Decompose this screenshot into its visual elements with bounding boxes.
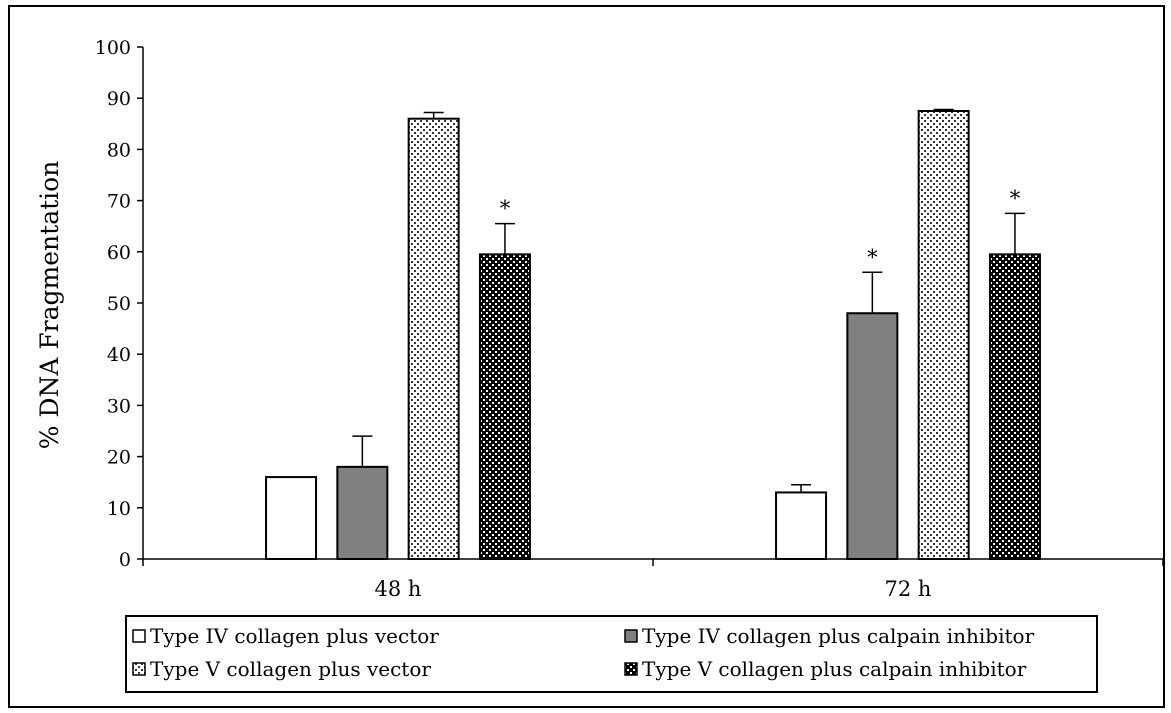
legend-swatch [624,629,638,643]
legend-label: Type IV collagen plus vector [150,624,439,648]
legend-box [125,615,1098,693]
y-tick-label: 0 [119,549,131,571]
bar [775,491,828,560]
bar [846,312,899,560]
bar [336,465,389,560]
y-axis-title: % DNA Fragmentation [35,161,64,450]
chart-frame [8,5,1165,708]
bar [478,253,531,561]
bar [917,110,970,560]
bar [265,476,318,560]
bar [407,117,460,561]
y-tick-label: 30 [107,395,131,417]
x-category-label: 48 h [375,577,422,601]
bars: * * * [265,108,1041,561]
y-tick-label: 90 [107,88,131,110]
y-tick-label: 40 [107,344,131,366]
y-tick-label: 10 [107,498,131,520]
legend-label: Type V collagen plus calpain inhibitor [642,657,1027,681]
legend: Type IV collagen plus vector Type IV coll… [125,615,1098,693]
legend-label: Type IV collagen plus calpain inhibitor [642,624,1035,648]
legend-swatch [132,662,146,676]
y-tick-label: 70 [107,191,131,213]
x-category-label: 72 h [885,577,932,601]
y-tick-label: 100 [95,37,131,59]
significance-star: * [1010,186,1021,210]
legend-swatch [624,662,638,676]
significance-star: * [867,245,878,269]
bar [988,253,1041,561]
legend-label: Type V collagen plus vector [150,657,431,681]
y-tick-label: 50 [107,293,131,315]
legend-swatch [132,629,146,643]
y-tick-label: 20 [107,447,131,469]
y-tick-label: 60 [107,242,131,264]
y-tick-label: 80 [107,139,131,161]
significance-star: * [500,197,511,221]
